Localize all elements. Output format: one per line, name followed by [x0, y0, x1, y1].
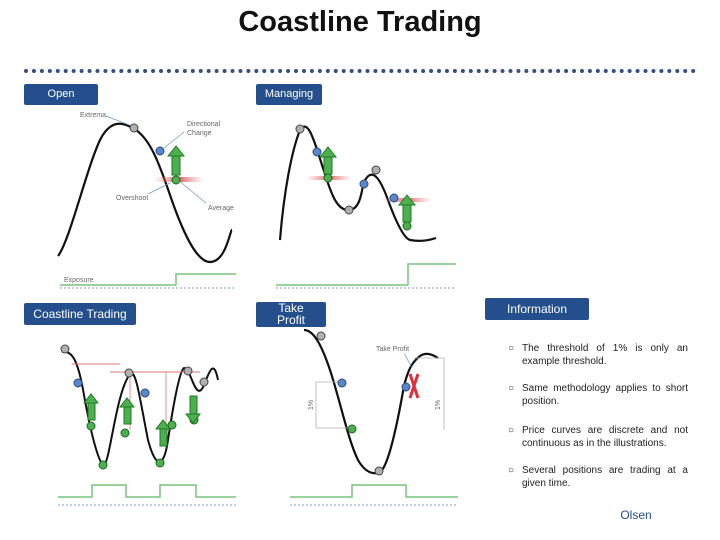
bullet-icon: ○ [508, 343, 515, 354]
coastline-marker-2 [73, 378, 83, 388]
bullet-icon: ○ [508, 383, 515, 394]
coastline-marker-9 [167, 420, 177, 430]
directional-change-marker [155, 146, 165, 156]
info-item-4: ○ Several positions are trading at a giv… [508, 465, 688, 489]
page-title: Coastline Trading [238, 6, 482, 38]
managing-dc-2 [359, 179, 369, 189]
coastline-marker-5 [124, 368, 134, 378]
coastline-arrow-4 [184, 395, 202, 424]
coastline-marker-8 [155, 458, 165, 468]
take-profit-pointer [403, 352, 413, 369]
coastline-marker-4 [98, 460, 108, 470]
take-profit-entry [347, 424, 357, 434]
managing-exposure-step [276, 263, 456, 286]
take-profit-exit [401, 382, 411, 392]
label-average: Average [208, 205, 234, 212]
title-divider [24, 69, 696, 73]
author-footer: Olsen [620, 508, 652, 522]
coastline-arrow-3 [154, 419, 172, 447]
managing-long-arrow-2 [397, 194, 417, 223]
managing-long-arrow-1 [318, 146, 338, 175]
coastline-exposure-step [58, 484, 236, 498]
open-entry-marker [171, 175, 181, 185]
coastline-marker-1 [60, 344, 70, 354]
tag-managing: Managing [256, 84, 322, 105]
extrema-pointer [105, 115, 133, 127]
average-pointer [177, 179, 207, 204]
label-directional-change-1: Directional [187, 121, 221, 128]
open-panel: Extrema Directional Change Overshoot Ave… [57, 112, 236, 289]
take-profit-extrema [316, 331, 326, 341]
managing-panel [276, 124, 456, 289]
take-profit-exposure-step [290, 484, 458, 498]
label-exposure: Exposure [64, 277, 94, 284]
coastline-marker-10 [183, 366, 193, 376]
open-price-curve [57, 122, 234, 264]
open-long-arrow [166, 145, 186, 176]
take-profit-dc [337, 378, 347, 388]
info-item-2: ○ Same methodology applies to short posi… [508, 383, 688, 407]
take-profit-price-curve [303, 328, 439, 475]
managing-entry-1 [323, 173, 333, 183]
managing-entry-2 [402, 221, 412, 231]
tag-take-profit: Take Profit [256, 302, 326, 327]
take-profit-panel: Take Profit 1% 1% [290, 328, 458, 506]
coastline-price-curve [61, 350, 219, 467]
coastline-arrow-1 [82, 393, 100, 421]
managing-extrema-2 [344, 205, 354, 215]
bullet-icon: ○ [508, 465, 515, 476]
take-profit-low [374, 466, 384, 476]
coastline-marker-7 [120, 428, 130, 438]
tag-coastline-trading: Coastline Trading [24, 303, 136, 325]
label-threshold-left: 1% [308, 400, 315, 410]
coastline-arrow-2 [118, 397, 136, 425]
label-overshoot: Overshoot [116, 195, 148, 202]
label-directional-change-2: Change [187, 130, 212, 137]
managing-price-curve [278, 125, 437, 242]
overshoot-pointer [147, 182, 171, 195]
info-item-3: ○ Price curves are discrete and not cont… [508, 425, 688, 449]
label-take-profit-small: Take Profit [376, 346, 409, 353]
managing-dc-1 [312, 147, 322, 157]
label-threshold-right: 1% [435, 400, 442, 410]
info-item-1: ○ The threshold of 1% is only an example… [508, 343, 688, 367]
managing-extrema-3 [371, 165, 381, 175]
tag-open: Open [24, 84, 98, 105]
coastline-panel [58, 344, 236, 506]
tag-information: Information [485, 298, 589, 320]
label-extrema: Extrema [80, 112, 106, 119]
coastline-marker-12 [199, 377, 209, 387]
coastline-marker-6 [140, 388, 150, 398]
bullet-icon: ○ [508, 425, 515, 436]
managing-extrema-1 [295, 124, 305, 134]
managing-dc-3 [389, 193, 399, 203]
directional-change-pointer [163, 131, 185, 149]
open-exposure-step [60, 273, 236, 286]
extrema-marker [129, 123, 139, 133]
close-position-icon [408, 373, 420, 399]
coastline-marker-3 [86, 421, 96, 431]
